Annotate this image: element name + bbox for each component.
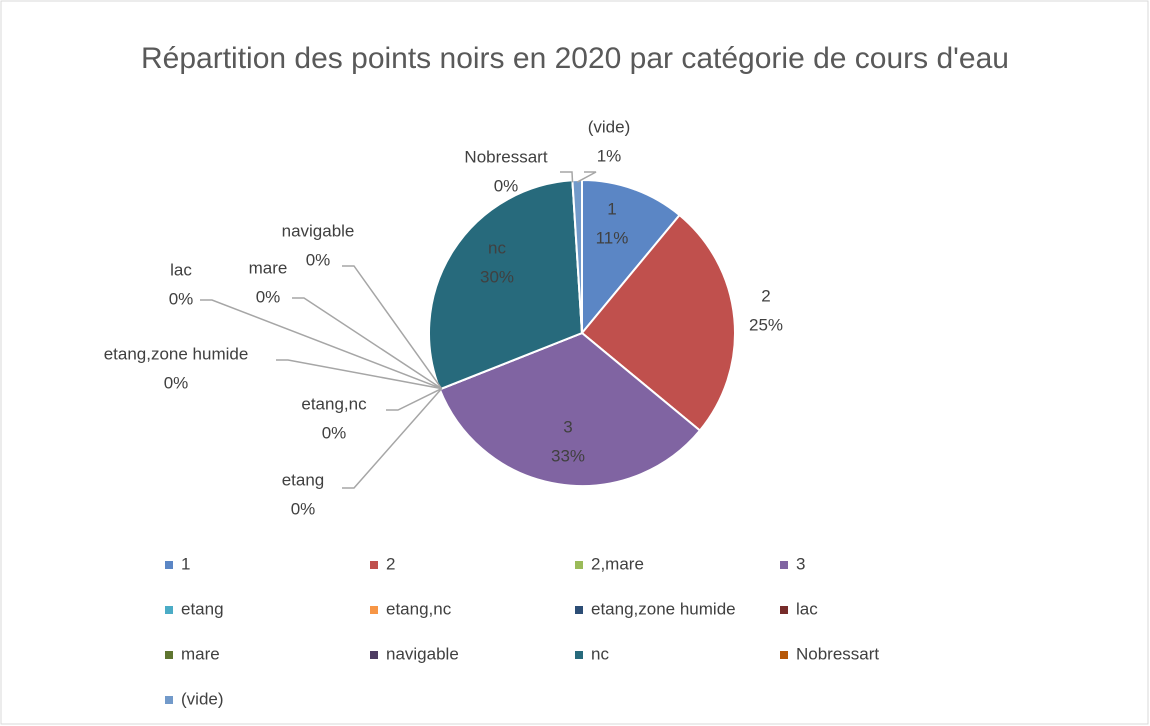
data-label-value: 1% xyxy=(597,146,622,165)
data-label-name: lac xyxy=(170,260,192,279)
legend-swatch xyxy=(780,651,788,659)
legend-swatch xyxy=(165,561,173,569)
data-label-value: 0% xyxy=(306,250,331,269)
leader-line xyxy=(292,297,443,390)
data-label-name: 2 xyxy=(761,286,770,305)
data-label-name: (vide) xyxy=(588,117,631,136)
pie-slice xyxy=(581,178,681,336)
data-label-name: 1 xyxy=(607,199,616,218)
legend-label: 3 xyxy=(796,554,805,573)
data-label-name: navigable xyxy=(282,221,355,240)
chart-title: Répartition des points noirs en 2020 par… xyxy=(141,42,1009,75)
data-label-name: Nobressart xyxy=(464,147,547,166)
data-label-value: 25% xyxy=(749,315,783,334)
legend-swatch xyxy=(165,696,173,704)
pie-slice xyxy=(580,213,736,432)
leader-line xyxy=(576,171,597,183)
legend-label: 2,mare xyxy=(591,554,644,573)
data-label-name: nc xyxy=(488,238,506,257)
legend-label: 2 xyxy=(386,554,395,573)
data-label-name: etang xyxy=(282,470,325,489)
legend-label: 1 xyxy=(181,554,190,573)
data-label-value: 0% xyxy=(494,176,519,195)
legend-label: etang,zone humide xyxy=(591,599,736,618)
data-label-value: 30% xyxy=(480,267,514,286)
legend-swatch xyxy=(165,606,173,614)
legend-label: mare xyxy=(181,644,220,663)
pie-slice xyxy=(438,331,702,487)
legend-swatch xyxy=(575,651,583,659)
legend-swatch xyxy=(575,606,583,614)
leader-line xyxy=(200,299,442,390)
legend-label: nc xyxy=(591,644,609,663)
data-label-value: 33% xyxy=(551,446,585,465)
data-label-value: 0% xyxy=(291,499,316,518)
data-label-name: etang,zone humide xyxy=(104,344,249,363)
data-label-name: mare xyxy=(249,258,288,277)
legend-swatch xyxy=(370,606,378,614)
legend-swatch xyxy=(165,651,173,659)
legend-label: (vide) xyxy=(181,689,224,708)
legend-swatch xyxy=(780,561,788,569)
legend-label: Nobressart xyxy=(796,644,879,663)
leader-line xyxy=(386,387,442,411)
pie-slice xyxy=(428,179,584,391)
legend-swatch xyxy=(575,561,583,569)
leader-line xyxy=(276,359,442,390)
legend-label: lac xyxy=(796,599,818,618)
data-label-value: 0% xyxy=(169,289,194,308)
data-label-value: 11% xyxy=(596,228,629,247)
data-label-value: 0% xyxy=(164,373,189,392)
legend-swatch xyxy=(780,606,788,614)
data-label-name: 3 xyxy=(563,417,572,436)
data-label-value: 0% xyxy=(256,287,281,306)
legend-swatch xyxy=(370,651,378,659)
data-label-name: etang,nc xyxy=(301,394,367,413)
legend-label: etang xyxy=(181,599,224,618)
leader-line xyxy=(342,388,443,489)
legend-label: etang,nc xyxy=(386,599,452,618)
legend-swatch xyxy=(370,561,378,569)
data-label-value: 0% xyxy=(322,423,347,442)
legend-label: navigable xyxy=(386,644,459,663)
leader-line xyxy=(560,171,574,183)
leader-line xyxy=(342,265,443,390)
